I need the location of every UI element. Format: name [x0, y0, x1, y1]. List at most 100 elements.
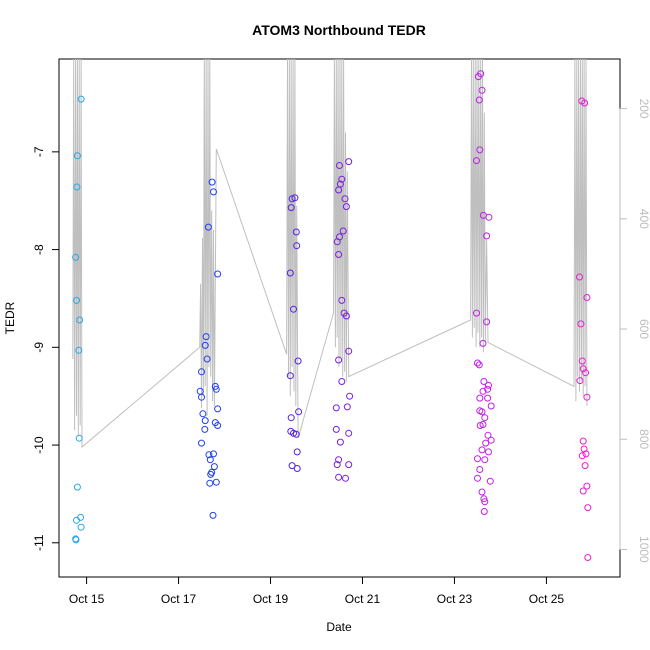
data-point: [336, 438, 344, 446]
trace-line-layer: [72, 58, 588, 449]
data-point: [478, 408, 486, 416]
data-point: [476, 146, 484, 154]
trace-line: [72, 58, 588, 449]
data-point: [345, 461, 353, 469]
x-tick-label: Oct 21: [345, 592, 381, 606]
y-right-tick-label: 400: [637, 209, 650, 229]
data-point: [583, 294, 591, 301]
data-point: [202, 333, 210, 341]
data-point: [346, 392, 354, 400]
y-axis-label: TEDR: [3, 301, 17, 334]
data-point: [292, 430, 300, 438]
y-tick-label: -9: [32, 342, 46, 353]
data-point: [198, 439, 205, 447]
data-point: [288, 462, 296, 470]
data-point: [73, 152, 81, 160]
data-point: [214, 405, 222, 413]
data-point: [211, 382, 219, 390]
data-point: [293, 465, 301, 472]
data-point: [199, 410, 207, 418]
x-axis-label: Date: [326, 620, 352, 634]
data-point: [335, 456, 343, 464]
data-point: [479, 387, 487, 395]
data-point: [208, 178, 216, 186]
y-right-tick-label: 200: [637, 99, 650, 119]
data-point: [210, 450, 217, 458]
y-right-tick-label: 1000: [637, 536, 650, 563]
data-point: [287, 414, 295, 422]
data-point: [582, 450, 590, 458]
y-axis-left: -11 -10 -9 -8 -7: [32, 146, 60, 551]
data-point: [205, 451, 213, 459]
data-point: [206, 456, 214, 464]
data-point: [207, 470, 215, 478]
y-right-tick-label: 600: [637, 319, 650, 339]
data-point: [293, 448, 301, 456]
data-point: [583, 482, 591, 490]
data-point: [476, 394, 484, 402]
data-point: [77, 513, 85, 521]
data-point: [292, 228, 300, 236]
data-point: [287, 204, 295, 212]
data-point: [333, 238, 341, 246]
data-point: [341, 195, 349, 203]
data-point: [201, 417, 209, 425]
data-point: [476, 466, 484, 473]
data-point: [214, 422, 222, 429]
data-point: [584, 554, 592, 561]
data-point: [579, 365, 587, 373]
data-point: [582, 369, 589, 377]
data-point: [484, 431, 492, 439]
data-point: [476, 422, 484, 429]
data-points-layer: [72, 70, 592, 561]
data-point: [342, 474, 349, 482]
data-point: [214, 270, 222, 278]
data-point: [339, 227, 347, 235]
data-point: [474, 73, 482, 81]
data-point: [290, 305, 297, 313]
data-point: [485, 381, 492, 389]
x-tick-label: Oct 17: [161, 592, 197, 606]
data-point: [481, 414, 489, 422]
data-point: [480, 508, 488, 515]
data-point: [198, 368, 205, 376]
data-point: [484, 394, 492, 402]
data-point: [483, 232, 491, 240]
data-point: [286, 372, 294, 380]
data-point: [72, 253, 80, 261]
data-point: [203, 355, 211, 363]
data-point: [73, 483, 81, 491]
data-point: [578, 452, 586, 460]
data-point: [209, 511, 217, 519]
data-point: [578, 357, 586, 365]
data-point: [345, 347, 353, 355]
data-point: [338, 175, 346, 183]
data-point: [485, 213, 493, 221]
data-point: [581, 99, 589, 107]
data-point: [75, 346, 83, 354]
data-point: [480, 378, 488, 385]
data-point: [335, 473, 343, 481]
data-point: [293, 242, 301, 250]
data-point: [481, 498, 489, 506]
y-right-tick-label: 800: [637, 429, 650, 449]
data-point: [201, 341, 209, 349]
data-point: [288, 195, 296, 203]
data-point: [73, 183, 81, 191]
data-point: [210, 188, 217, 196]
data-point: [294, 357, 302, 365]
x-tick-label: Oct 25: [529, 592, 565, 606]
data-point: [485, 448, 492, 456]
data-point: [338, 378, 346, 385]
data-point: [474, 474, 481, 482]
data-point: [332, 425, 340, 433]
data-point: [475, 361, 483, 369]
data-point: [478, 86, 486, 94]
data-point: [286, 269, 294, 277]
data-point: [335, 251, 343, 258]
data-point: [75, 434, 83, 442]
data-point: [77, 523, 85, 531]
data-point: [206, 479, 214, 487]
data-point: [478, 446, 486, 454]
data-point: [73, 296, 80, 304]
